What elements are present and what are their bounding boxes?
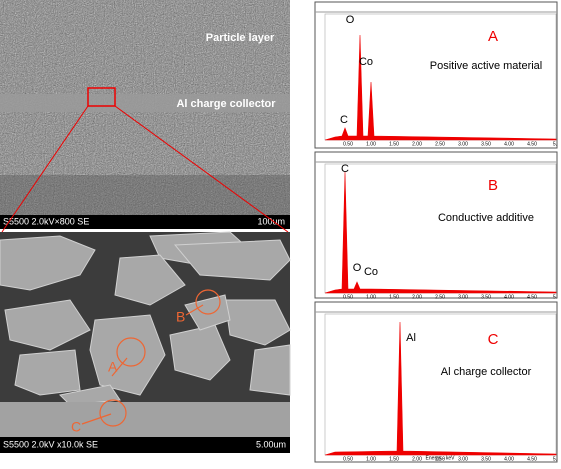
x-tick-label: 4.00: [504, 456, 514, 462]
element-label: Co: [359, 56, 373, 68]
x-tick-label: 1.50: [389, 294, 399, 300]
x-tick-label: 4.00: [504, 141, 514, 147]
x-tick-label: 1.00: [366, 456, 376, 462]
element-label: O: [346, 14, 355, 26]
x-tick-label: 5.: [553, 294, 557, 300]
element-label: Al: [406, 332, 416, 344]
sem-top: Particle layer Al charge collector S5500…: [0, 0, 290, 229]
panel-description: Conductive additive: [438, 212, 534, 224]
spectrum-panel: [314, 151, 558, 299]
x-tick-label: 2.50: [435, 141, 445, 147]
x-tick-label: 0.50: [343, 456, 353, 462]
x-tick-label: 4.50: [527, 294, 537, 300]
marker: C: [71, 419, 81, 435]
x-tick-label: 2.00: [412, 294, 422, 300]
spectrum-trace: [324, 171, 557, 294]
panel-label: B: [488, 177, 498, 194]
x-tick-label: 4.50: [527, 456, 537, 462]
x-tick-label: 5.: [553, 456, 557, 462]
x-tick-label: 1.50: [389, 456, 399, 462]
element-label: Co: [364, 266, 378, 278]
label: Al charge collector: [176, 98, 276, 110]
element-label: O: [353, 262, 362, 274]
element-label: C: [340, 114, 348, 126]
x-tick-label: 3.50: [481, 456, 491, 462]
x-tick-label: 3.00: [458, 294, 468, 300]
x-tick-label: 3.00: [458, 141, 468, 147]
scale: 100um: [257, 216, 285, 226]
spectrum-trace: [324, 34, 557, 141]
x-tick-label: 1.50: [389, 141, 399, 147]
x-tick-label: 4.50: [527, 141, 537, 147]
panel-description: Al charge collector: [441, 366, 532, 378]
x-tick-label: 3.00: [458, 456, 468, 462]
spectrum-trace: [324, 321, 557, 456]
x-tick-label: 2.00: [412, 141, 422, 147]
panel-label: A: [488, 28, 498, 45]
scale: 5.00um: [256, 439, 286, 449]
panel-label: C: [488, 331, 499, 348]
x-tick-label: 1.00: [366, 141, 376, 147]
x-tick-label: 2.00: [412, 456, 422, 462]
marker: A: [108, 359, 118, 375]
footer: S5500 2.0kV x10.0k SE: [3, 439, 98, 449]
x-tick-label: 3.50: [481, 294, 491, 300]
marker: B: [176, 309, 185, 325]
x-tick-label: 0.50: [343, 141, 353, 147]
x-axis-label: Energy - keV: [426, 455, 456, 461]
x-tick-label: 2.50: [435, 456, 445, 462]
label: Particle layer: [206, 32, 275, 44]
x-tick-label: 2.50: [435, 294, 445, 300]
spectrum-panel: [314, 301, 558, 463]
x-tick-label: 5.: [553, 141, 557, 147]
element-label: C: [341, 163, 349, 175]
footer: S5500 2.0kV×800 SE: [3, 216, 89, 226]
x-tick-label: 4.00: [504, 294, 514, 300]
x-tick-label: 1.00: [366, 294, 376, 300]
spectrum-panel: [314, 1, 558, 149]
x-tick-label: 3.50: [481, 141, 491, 147]
x-tick-label: 0.50: [343, 294, 353, 300]
panel-description: Positive active material: [430, 60, 543, 72]
sem-bottom: A B C S5500 2.0kV x10.0k SE 5.00um: [0, 231, 291, 453]
